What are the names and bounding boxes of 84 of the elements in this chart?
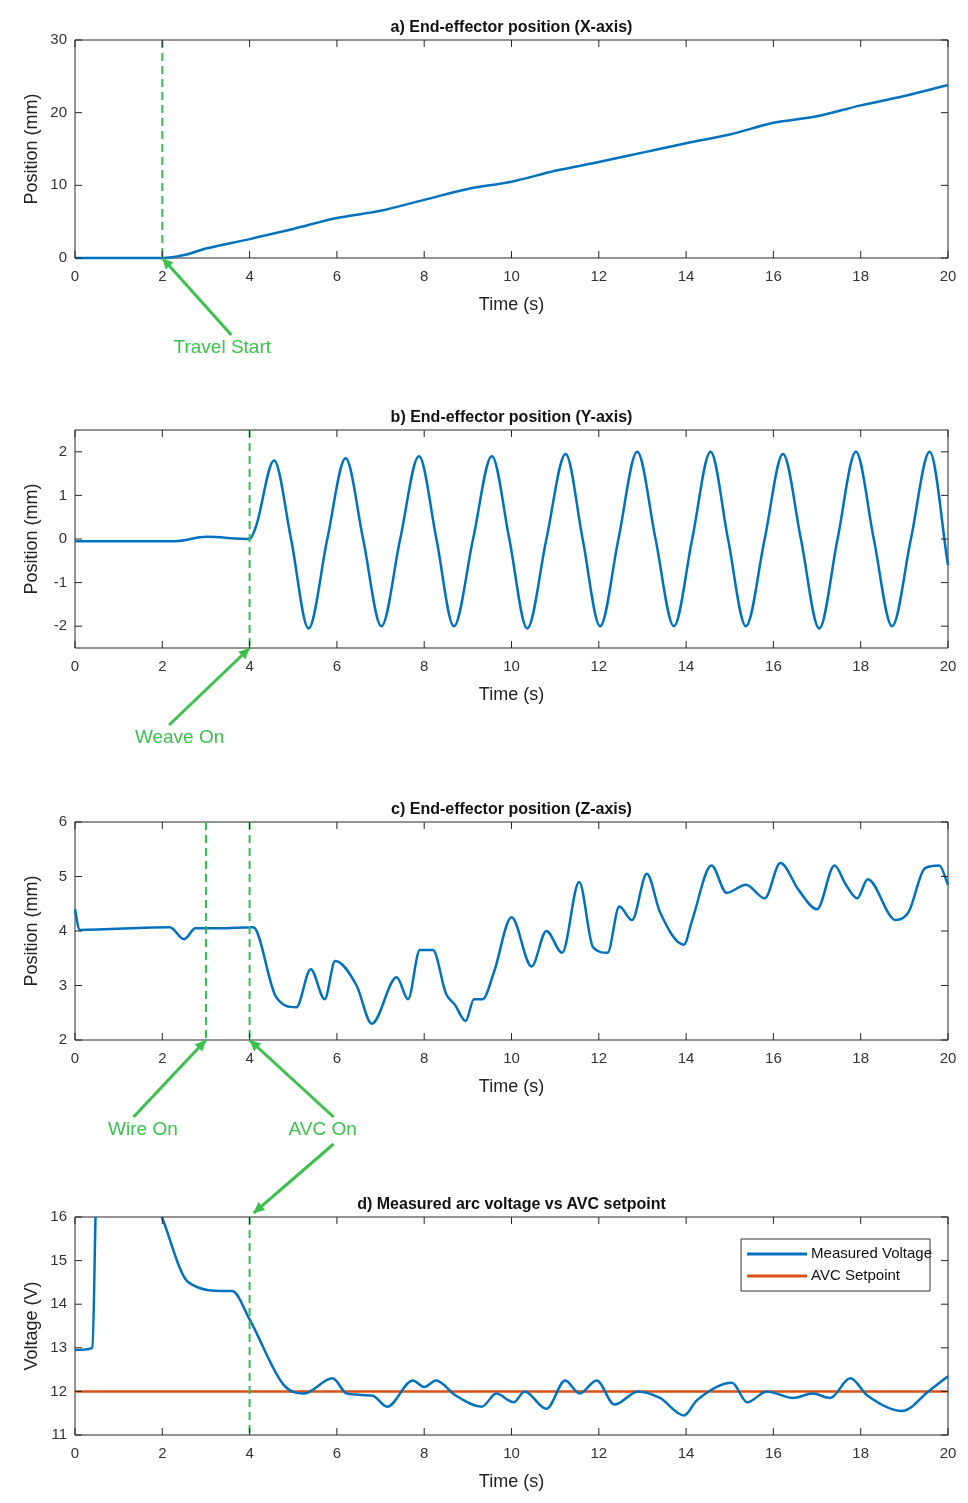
x-tick-label: 20 xyxy=(939,1444,957,1462)
x-tick-label: 12 xyxy=(590,1049,608,1067)
x-tick-label: 12 xyxy=(590,1444,608,1462)
y-tick-label: 14 xyxy=(50,1294,67,1312)
chart-title: b) End-effector position (Y-axis) xyxy=(390,408,633,426)
x-axis-title: Time (s) xyxy=(478,1076,545,1097)
x-tick-label: 0 xyxy=(70,657,80,675)
x-tick-label: 20 xyxy=(939,267,957,285)
chart-title: d) Measured arc voltage vs AVC setpoint xyxy=(357,1195,667,1213)
x-tick-label: 8 xyxy=(420,1444,429,1462)
y-axis-title: Position (mm) xyxy=(20,875,41,987)
x-tick-label: 6 xyxy=(332,267,342,285)
x-tick-label: 4 xyxy=(245,267,254,285)
x-tick-label: 14 xyxy=(677,267,695,285)
x-axis-title: Time (s) xyxy=(478,294,545,315)
y-axis-title: Position (mm) xyxy=(20,483,41,595)
x-tick-label: 0 xyxy=(70,1444,80,1462)
x-tick-label: 8 xyxy=(420,267,429,285)
x-tick-label: 10 xyxy=(503,1444,520,1462)
x-tick-label: 4 xyxy=(245,1049,254,1067)
legend-label: Measured Voltage xyxy=(811,1244,933,1262)
x-tick-label: 14 xyxy=(677,1049,695,1067)
x-tick-label: 18 xyxy=(852,657,870,675)
x-tick-label: 6 xyxy=(332,657,342,675)
legend-label: AVC Setpoint xyxy=(811,1266,901,1284)
y-tick-label: 12 xyxy=(50,1381,67,1399)
y-tick-label: 10 xyxy=(50,175,67,193)
x-tick-label: 0 xyxy=(70,267,80,285)
y-tick-label: 16 xyxy=(50,1207,67,1225)
y-tick-label: 1 xyxy=(58,485,67,503)
line-series xyxy=(73,450,950,630)
y-tick-label: 13 xyxy=(50,1337,67,1355)
x-axis-title: Time (s) xyxy=(478,1471,545,1492)
y-tick-label: 2 xyxy=(58,1030,67,1048)
x-tick-label: 2 xyxy=(158,657,167,675)
x-tick-label: 16 xyxy=(765,657,782,675)
x-tick-label: 0 xyxy=(70,1049,80,1067)
x-tick-label: 20 xyxy=(939,657,957,675)
x-tick-label: 8 xyxy=(420,1049,429,1067)
x-tick-label: 6 xyxy=(332,1049,342,1067)
x-tick-label: 12 xyxy=(590,657,608,675)
y-axis-title: Position (mm) xyxy=(20,93,41,205)
y-tick-label: 2 xyxy=(58,441,67,459)
y-tick-label: 0 xyxy=(58,248,67,266)
y-tick-label: -1 xyxy=(53,572,67,590)
x-tick-label: 10 xyxy=(503,657,520,675)
x-tick-label: 2 xyxy=(158,1049,167,1067)
y-tick-label: -2 xyxy=(53,616,67,634)
x-tick-label: 18 xyxy=(852,1444,870,1462)
y-tick-label: 11 xyxy=(51,1425,67,1443)
x-tick-label: 4 xyxy=(245,657,254,675)
annotation: AVC On xyxy=(288,1118,357,1140)
x-tick-label: 20 xyxy=(939,1049,957,1067)
y-tick-label: 6 xyxy=(58,812,67,830)
y-tick-label: 15 xyxy=(50,1250,67,1268)
x-tick-label: 16 xyxy=(765,267,782,285)
annotation: Wire On xyxy=(108,1118,178,1140)
y-tick-label: 20 xyxy=(50,102,67,120)
x-tick-label: 6 xyxy=(332,1444,342,1462)
y-tick-label: 30 xyxy=(50,30,67,48)
chart-title: c) End-effector position (Z-axis) xyxy=(391,800,632,818)
x-tick-label: 12 xyxy=(590,267,608,285)
annotation: Weave On xyxy=(134,726,225,748)
x-tick-label: 2 xyxy=(158,1444,167,1462)
x-tick-label: 18 xyxy=(852,1049,870,1067)
x-tick-label: 10 xyxy=(503,267,520,285)
x-tick-label: 18 xyxy=(852,267,870,285)
x-tick-label: 14 xyxy=(677,657,695,675)
y-tick-label: 4 xyxy=(58,921,67,939)
chart-title: a) End-effector position (X-axis) xyxy=(390,18,633,36)
annotation: Travel Start xyxy=(173,336,272,358)
x-tick-label: 8 xyxy=(420,657,429,675)
y-tick-label: 3 xyxy=(58,975,67,993)
line-series xyxy=(73,861,950,1025)
x-tick-label: 2 xyxy=(158,267,167,285)
y-tick-label: 5 xyxy=(58,866,67,884)
x-tick-label: 16 xyxy=(765,1049,782,1067)
x-tick-label: 10 xyxy=(503,1049,520,1067)
x-tick-label: 14 xyxy=(677,1444,695,1462)
x-tick-label: 16 xyxy=(765,1444,782,1462)
x-axis-title: Time (s) xyxy=(478,684,545,705)
y-tick-label: 0 xyxy=(58,529,67,547)
x-tick-label: 4 xyxy=(245,1444,254,1462)
y-axis-title: Voltage (V) xyxy=(20,1281,41,1371)
